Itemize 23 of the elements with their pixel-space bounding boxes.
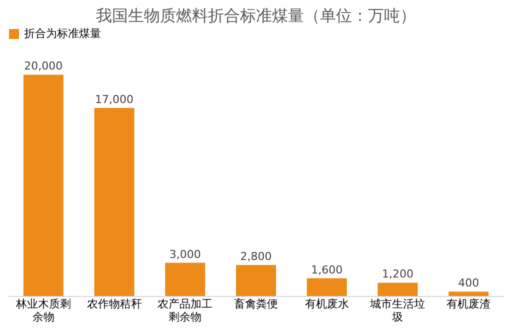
data-label: 400 [458, 276, 480, 290]
data-label: 20,000 [24, 60, 63, 73]
x-tick-label: 有机废渣 [446, 298, 491, 310]
data-label: 2,800 [240, 250, 272, 264]
x-tick-label: 有机废水 [304, 298, 349, 310]
x-tick-label: 农作物秸秆 [86, 298, 142, 310]
data-label: 1,200 [382, 268, 414, 281]
x-tick-label: 农产品加工剩余物 [158, 298, 213, 324]
bar [378, 282, 418, 296]
data-label: 17,000 [95, 92, 134, 106]
chart-title: 我国生物质燃料折合标准煤量（单位：万吨） [96, 6, 416, 25]
x-tick-label: 畜禽粪便 [234, 298, 278, 310]
bar [94, 108, 134, 296]
data-label: 3,000 [169, 248, 201, 261]
legend-label: 折合为标准煤量 [24, 27, 101, 40]
data-label: 1,600 [311, 263, 343, 276]
x-tick-label: 林业木质剩余物 [14, 298, 71, 324]
bar [236, 265, 276, 296]
x-tick-label: 城市生活垃圾 [369, 298, 426, 324]
bar [23, 74, 64, 296]
bar [165, 262, 206, 296]
bar [306, 278, 347, 296]
bar [448, 292, 489, 296]
